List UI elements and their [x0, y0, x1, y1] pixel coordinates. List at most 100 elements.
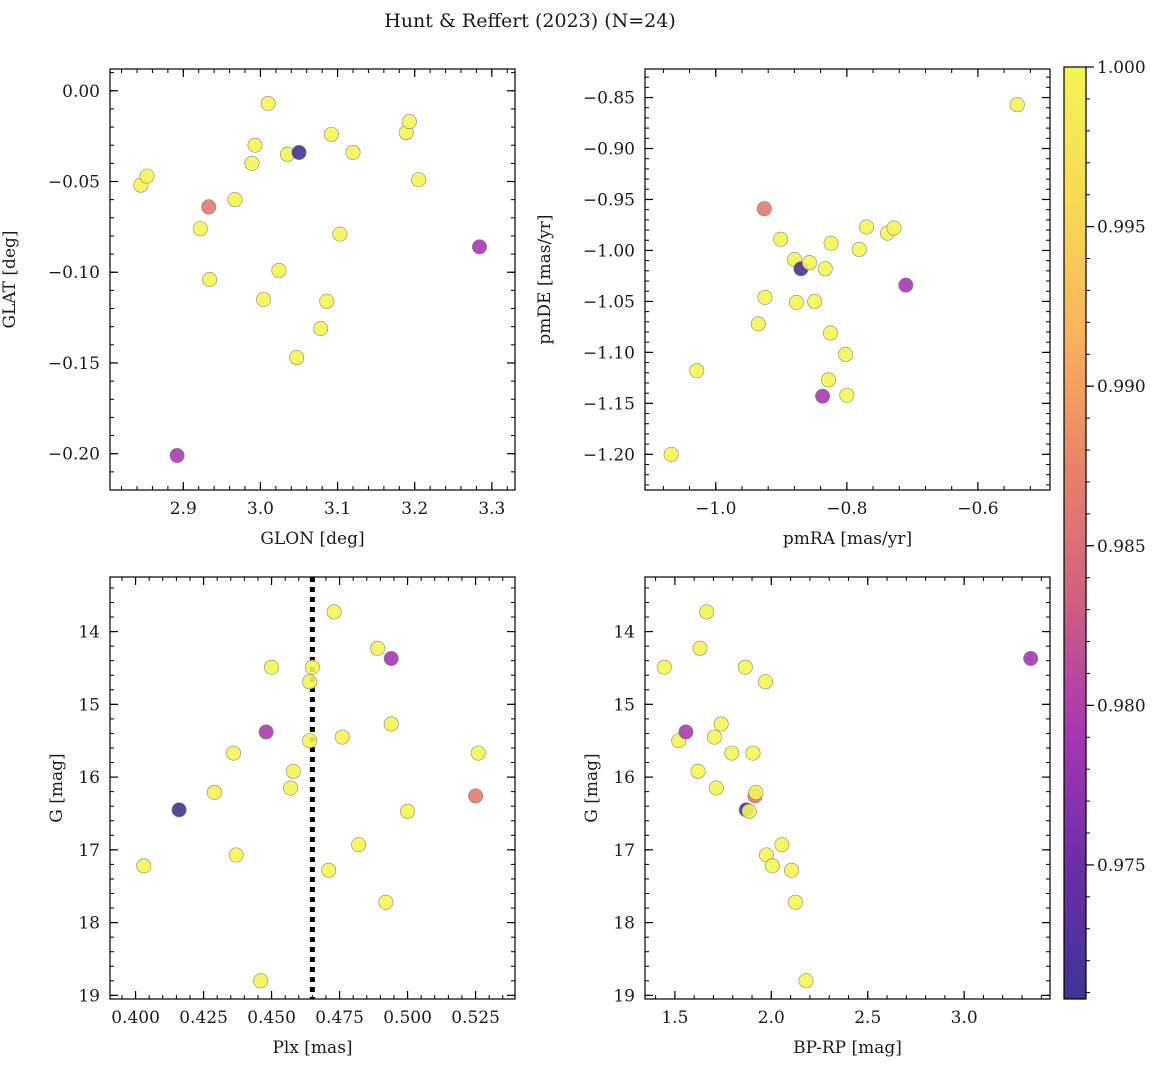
- scatter-point: [378, 894, 394, 910]
- scatter-point: [285, 763, 301, 779]
- scatter-point: [798, 973, 814, 989]
- y-tick-label: 15: [78, 695, 100, 715]
- x-axis-label: Plx [mas]: [272, 1038, 352, 1058]
- y-tick-label: −0.95: [583, 190, 635, 210]
- scatter-point: [264, 659, 280, 675]
- scatter-point: [745, 745, 761, 761]
- x-tick-label: 3.1: [324, 499, 351, 519]
- scatter-point: [758, 674, 774, 690]
- scatter-point: [886, 220, 902, 236]
- scatter-point: [332, 226, 348, 242]
- scatter-point: [291, 144, 307, 160]
- scatter-point: [839, 387, 855, 403]
- scatter-point: [383, 650, 399, 666]
- scatter-point: [713, 716, 729, 732]
- scatter-point: [192, 221, 208, 237]
- scatter-point: [139, 168, 155, 184]
- scatter-point: [256, 291, 272, 307]
- scatter-point: [1009, 97, 1025, 113]
- y-tick-label: −1.05: [583, 292, 635, 312]
- y-axis-label: G [mag]: [47, 753, 67, 822]
- colorbar-tick-label: 0.990: [1097, 377, 1146, 397]
- scatter-point: [302, 733, 318, 749]
- scatter-point: [206, 784, 222, 800]
- scatter-point: [383, 716, 399, 732]
- scatter-point: [260, 95, 276, 111]
- scatter-point: [663, 446, 679, 462]
- x-axis-label: pmRA [mas/yr]: [783, 529, 912, 549]
- y-tick-label: 16: [78, 768, 100, 788]
- y-tick-label: −0.85: [583, 89, 635, 109]
- scatter-point: [690, 763, 706, 779]
- scatter-point: [136, 858, 152, 874]
- y-tick-label: −1.15: [583, 394, 635, 414]
- x-tick-label: −1.0: [695, 499, 736, 519]
- x-tick-label: 3.0: [951, 1008, 978, 1028]
- scatter-point: [784, 862, 800, 878]
- y-axis-label: pmDE [mas/yr]: [535, 214, 555, 344]
- panel-pmra-pmde: −1.0 −0.8 −0.6 −0.85 −0.90 −0.95 −1.00 −1.05 −1.…: [535, 68, 1051, 549]
- scatter-point: [470, 745, 486, 761]
- scatter-point: [472, 239, 488, 255]
- scatter-point: [820, 372, 836, 388]
- scatter-point: [227, 192, 243, 208]
- scatter-point: [706, 729, 722, 745]
- y-tick-label: −0.10: [48, 263, 100, 283]
- y-tick-label: −1.20: [583, 445, 635, 465]
- x-tick-label: 0.450: [247, 1008, 296, 1028]
- y-tick-label: −0.05: [48, 173, 100, 193]
- scatter-point: [225, 745, 241, 761]
- scatter-point: [171, 802, 187, 818]
- scatter-point: [815, 388, 831, 404]
- scatter-point: [302, 674, 318, 690]
- scatter-point: [313, 320, 329, 336]
- scatter-point: [323, 126, 339, 142]
- scatter-point: [283, 780, 299, 796]
- axes-frame: [644, 68, 1051, 491]
- scatter-point: [737, 659, 753, 675]
- scatter-point: [271, 262, 287, 278]
- scatter-point: [898, 277, 914, 293]
- scatter-point: [699, 604, 715, 620]
- x-tick-label: 3.3: [478, 499, 505, 519]
- scatter-point: [169, 448, 185, 464]
- scatter-point: [692, 640, 708, 656]
- scatter-point: [741, 803, 757, 819]
- x-axis-label: BP-RP [mag]: [793, 1038, 902, 1058]
- scatter-point: [319, 293, 335, 309]
- x-tick-label: 0.500: [383, 1008, 432, 1028]
- colorbar-tick-label: 0.980: [1097, 696, 1146, 716]
- scatter-point: [401, 114, 417, 130]
- scatter-point: [400, 803, 416, 819]
- panel-glon-glat: 2.9 3.0 3.1 3.2 3.3 0.00 −0.05 −0.10 −0.15 −0.20 G…: [0, 68, 516, 549]
- scatter-point: [334, 729, 350, 745]
- y-tick-label: 0.00: [62, 82, 100, 102]
- scatter-point: [689, 363, 705, 379]
- scatter-point: [708, 780, 724, 796]
- x-tick-label: 3.2: [401, 499, 428, 519]
- axes-frame: [109, 576, 516, 1000]
- y-tick-label: 14: [613, 623, 635, 643]
- colorbar-tick-label: 0.975: [1097, 856, 1146, 876]
- scatter-point: [788, 294, 804, 310]
- panel-plx-g: 0.400 0.425 0.450 0.475 0.500 0.525 14 15 16 17 18…: [47, 576, 516, 1058]
- x-tick-label: 0.425: [179, 1008, 228, 1028]
- y-tick-label: 18: [78, 914, 100, 934]
- y-tick-label: 18: [613, 914, 635, 934]
- x-tick-label: 0.400: [111, 1008, 160, 1028]
- scatter-point: [756, 201, 772, 217]
- colorbar-gradient: [1064, 67, 1086, 999]
- scatter-point: [468, 788, 484, 804]
- scatter-point: [757, 289, 773, 305]
- scatter-point: [724, 745, 740, 761]
- scatter-point: [326, 604, 342, 620]
- scatter-point: [838, 346, 854, 362]
- scatter-point: [750, 316, 766, 332]
- scatter-point: [345, 144, 361, 160]
- y-tick-label: 17: [78, 841, 100, 861]
- y-tick-label: −0.20: [48, 445, 100, 465]
- scatter-point: [321, 862, 337, 878]
- axes-frame: [644, 576, 1051, 1000]
- colorbar-tick-label: 1.000: [1097, 58, 1146, 78]
